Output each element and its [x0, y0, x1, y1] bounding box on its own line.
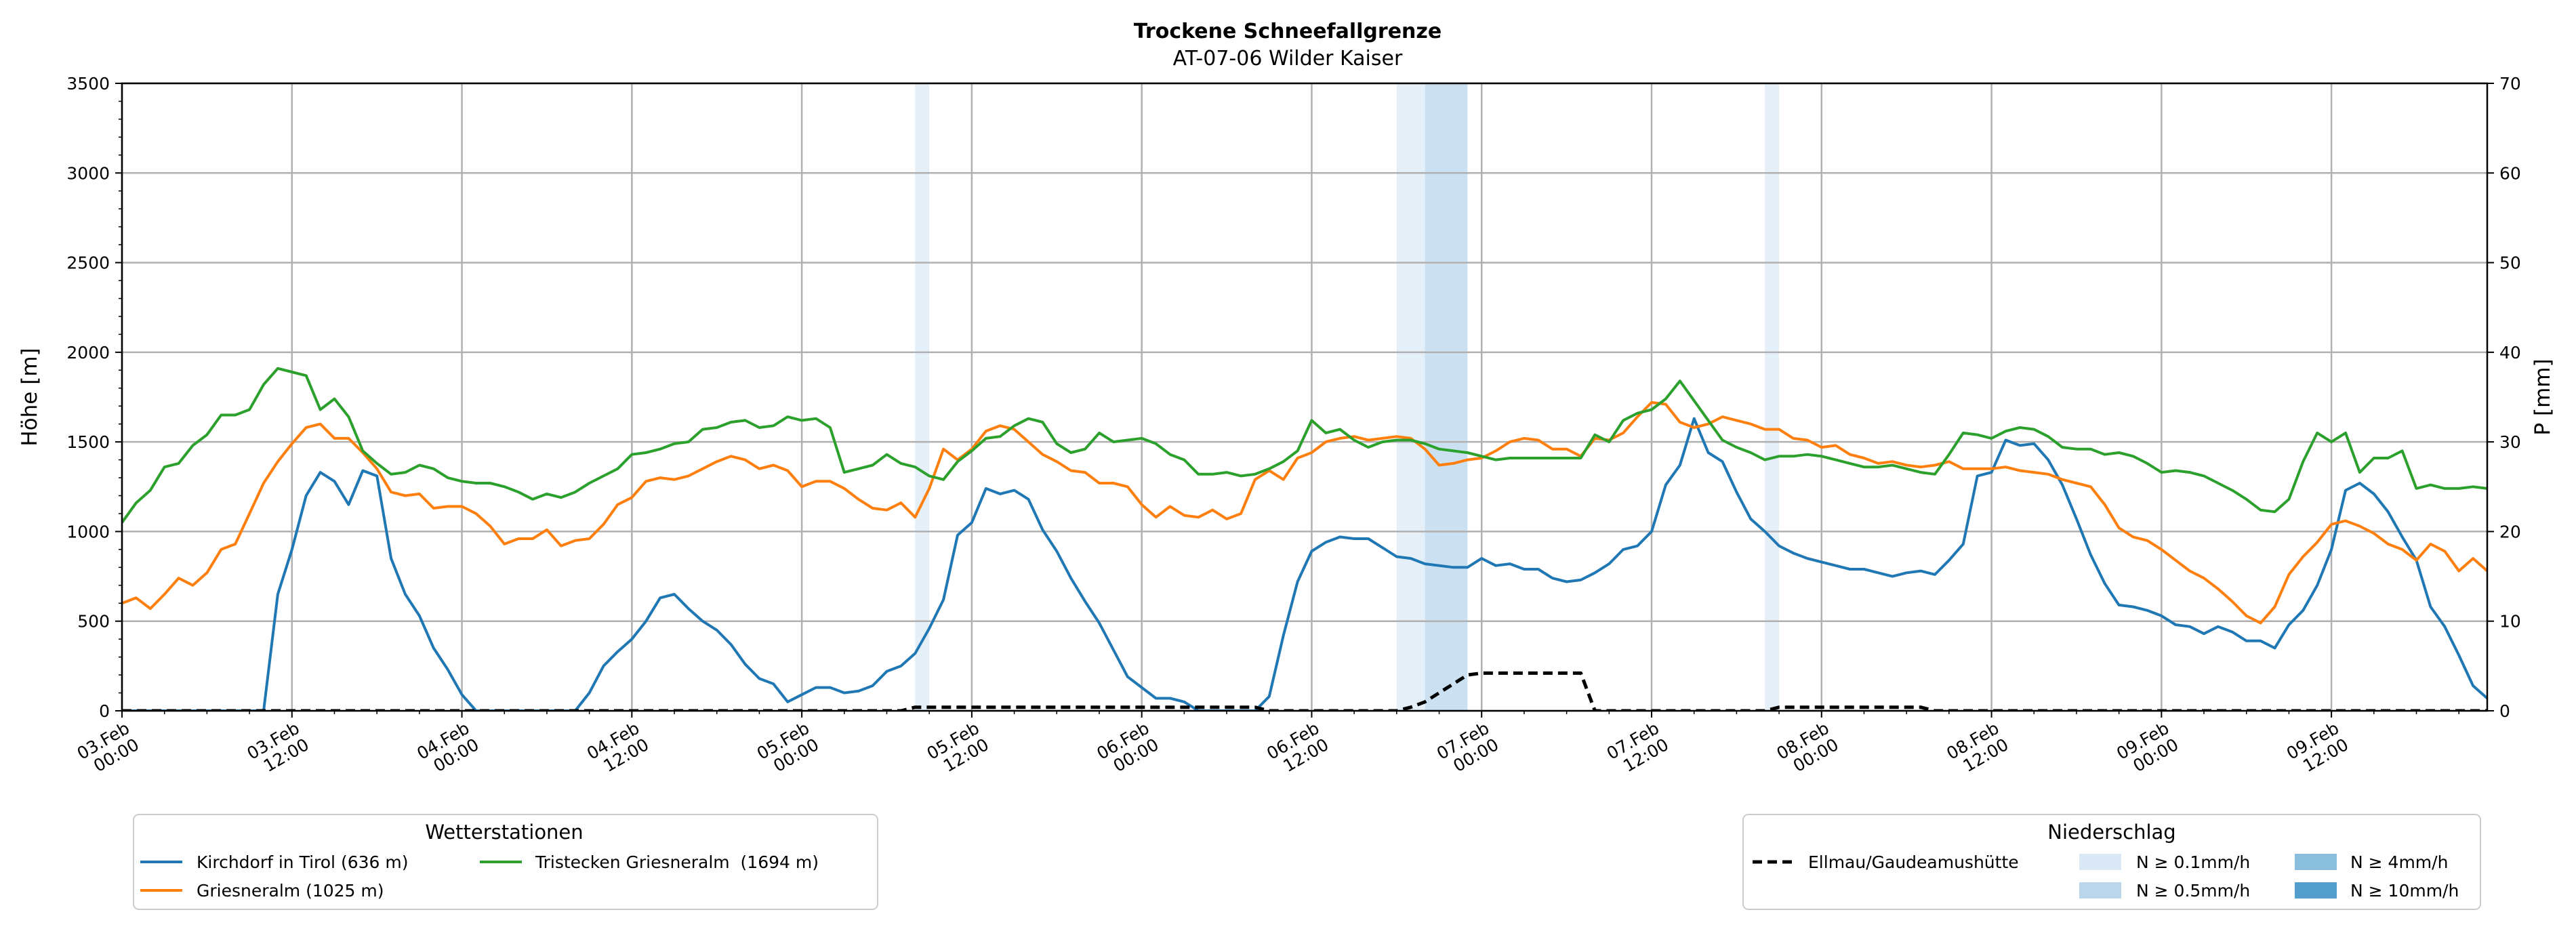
grid-lines	[121, 82, 2487, 712]
y-tick-label-4: 2000	[66, 343, 110, 363]
chart-subtitle: AT-07-06 Wilder Kaiser	[1173, 47, 1403, 70]
precipitation-bands	[915, 83, 1780, 711]
series-line-3	[122, 671, 2487, 711]
legend-precipitation: Niederschlag Ellmau/Gaudeamushütte N ≥ 0…	[1742, 814, 2481, 910]
y-tick-label-0: 0	[99, 701, 110, 721]
legend-swatch-n4	[2295, 854, 2337, 870]
series-line-0	[122, 417, 2487, 711]
y-tick-label-6: 3000	[66, 163, 110, 183]
legend-label-griesneralm: Griesneralm (1025 m)	[197, 881, 384, 901]
legend-stations-title: Wetterstationen	[425, 821, 583, 844]
legend-label-n01: N ≥ 0.1mm/h	[2136, 852, 2250, 872]
y2-tick-label-6: 60	[2499, 163, 2521, 183]
y-tick-label-1: 500	[77, 612, 110, 632]
y-tick-label-5: 2500	[66, 253, 110, 273]
y2-tick-label-0: 0	[2499, 701, 2510, 721]
legend-label-n05: N ≥ 0.5mm/h	[2136, 881, 2250, 901]
left-axis-ticks: 0 500 1000 1500 2000 2500 3000 3500	[66, 74, 122, 721]
chart-title: Trockene Schneefallgrenze	[1134, 20, 1442, 43]
legend-label-ellmau: Ellmau/Gaudeamushütte	[1808, 852, 2019, 872]
legend-label-n10: N ≥ 10mm/h	[2350, 881, 2459, 901]
y2-tick-label-1: 10	[2499, 612, 2521, 632]
series-line-2	[122, 367, 2487, 524]
y2-tick-label-2: 20	[2499, 522, 2521, 541]
y-tick-label-3: 1500	[66, 432, 110, 452]
series-line-1	[122, 400, 2487, 625]
y2-tick-label-3: 30	[2499, 432, 2521, 452]
precip-band-0	[915, 83, 930, 711]
legend-label-n4: N ≥ 4mm/h	[2350, 852, 2448, 872]
y-axis-label: Höhe [m]	[18, 348, 42, 446]
y-tick-label-2: 1000	[66, 522, 110, 541]
y-tick-label-7: 3500	[66, 74, 110, 94]
y2-tick-label-5: 50	[2499, 253, 2521, 273]
legend-swatch-n05	[2079, 882, 2121, 899]
precip-band-2	[1425, 83, 1468, 711]
legend-label-tristecken: Tristecken Griesneralm (1694 m)	[535, 852, 819, 872]
y2-axis-label: P [mm]	[2531, 358, 2555, 435]
legend-swatch-n10	[2295, 882, 2337, 899]
legend-swatch-n01	[2079, 854, 2121, 870]
precip-band-3	[1765, 83, 1780, 711]
precip-band-1	[1396, 83, 1425, 711]
legend-label-kirchdorf: Kirchdorf in Tirol (636 m)	[197, 852, 408, 872]
plot-frame	[121, 82, 2489, 712]
right-axis-ticks: 0 10 20 30 40 50 60 70	[2487, 74, 2521, 721]
legend-precip-title: Niederschlag	[2047, 821, 2175, 844]
legend-stations: Wetterstationen Kirchdorf in Tirol (636 …	[133, 814, 878, 910]
y2-tick-label-7: 70	[2499, 74, 2521, 94]
y2-tick-label-4: 40	[2499, 343, 2521, 363]
series-lines	[122, 367, 2487, 711]
